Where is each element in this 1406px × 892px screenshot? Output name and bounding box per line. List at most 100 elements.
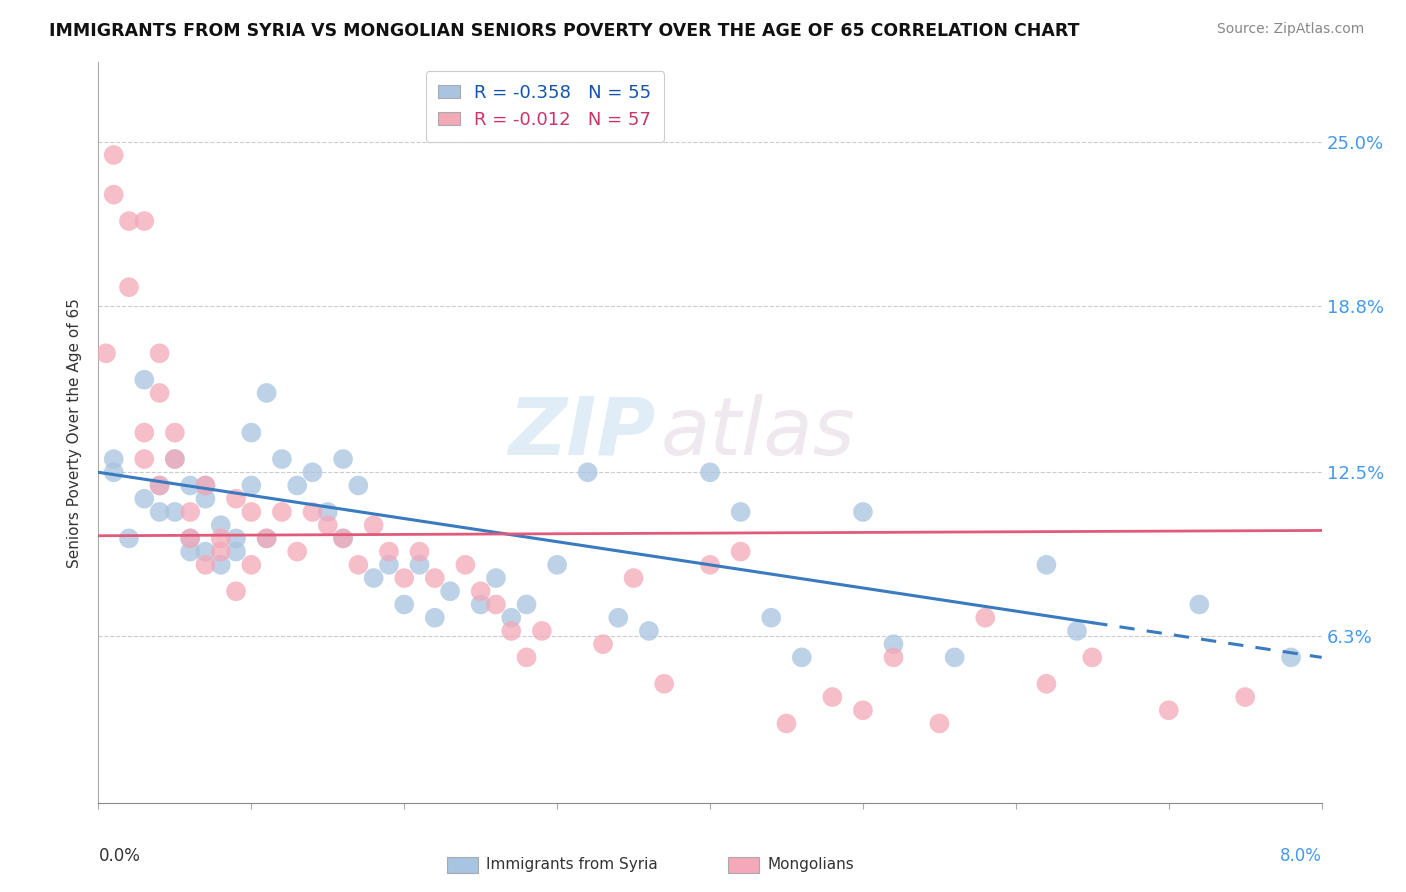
Point [163, 452, 186, 467]
Point [1066, 624, 1088, 638]
Point [103, 148, 125, 162]
Point [363, 571, 385, 585]
Legend: R = -0.358   N = 55, R = -0.012   N = 57: R = -0.358 N = 55, R = -0.012 N = 57 [426, 71, 664, 142]
Point [149, 346, 172, 360]
Text: 0.0%: 0.0% [98, 847, 141, 865]
Point [775, 716, 797, 731]
Point [652, 677, 675, 691]
Point [194, 478, 217, 492]
Point [470, 584, 492, 599]
Point [179, 532, 201, 546]
Point [118, 280, 141, 294]
Point [423, 610, 446, 624]
Point [392, 598, 416, 612]
Text: ZIP: ZIP [508, 393, 655, 472]
Point [149, 478, 172, 492]
Point [163, 425, 186, 440]
Point [592, 637, 614, 651]
Point [240, 505, 263, 519]
Point [485, 598, 508, 612]
Point [149, 386, 172, 401]
Point [378, 544, 401, 558]
Point [974, 610, 997, 624]
Point [759, 610, 782, 624]
Point [1035, 558, 1057, 572]
Point [316, 518, 339, 533]
Point [730, 544, 752, 558]
Point [347, 478, 370, 492]
Point [316, 505, 339, 519]
Point [883, 650, 905, 665]
Point [730, 505, 752, 519]
Text: atlas: atlas [661, 393, 856, 472]
Point [408, 544, 430, 558]
Bar [728, 857, 759, 873]
Point [256, 386, 278, 401]
Point [134, 214, 156, 228]
Point [699, 465, 721, 479]
Point [270, 505, 294, 519]
Point [392, 571, 416, 585]
Point [576, 465, 599, 479]
Point [1157, 703, 1180, 717]
Point [501, 610, 523, 624]
Point [301, 505, 323, 519]
Point [179, 544, 201, 558]
Point [301, 465, 323, 479]
Point [943, 650, 966, 665]
Point [699, 558, 721, 572]
Point [209, 544, 232, 558]
Point [225, 584, 247, 599]
Point [103, 187, 125, 202]
Text: 8.0%: 8.0% [1279, 847, 1322, 865]
Point [852, 703, 875, 717]
Point [209, 518, 232, 533]
Point [225, 544, 247, 558]
Y-axis label: Seniors Poverty Over the Age of 65: Seniors Poverty Over the Age of 65 [67, 298, 83, 567]
Point [194, 491, 217, 506]
Bar [447, 857, 478, 873]
Point [501, 624, 523, 638]
Point [821, 690, 844, 704]
Point [516, 598, 538, 612]
Point [194, 544, 217, 558]
Point [423, 571, 446, 585]
Text: IMMIGRANTS FROM SYRIA VS MONGOLIAN SENIORS POVERTY OVER THE AGE OF 65 CORRELATIO: IMMIGRANTS FROM SYRIA VS MONGOLIAN SENIO… [49, 22, 1080, 40]
Point [332, 532, 354, 546]
Point [225, 532, 247, 546]
Point [240, 558, 263, 572]
Point [790, 650, 813, 665]
Point [883, 637, 905, 651]
Point [149, 505, 172, 519]
Point [332, 452, 354, 467]
Point [607, 610, 630, 624]
Point [134, 452, 156, 467]
Point [332, 532, 354, 546]
Point [546, 558, 568, 572]
Point [637, 624, 661, 638]
Point [149, 478, 172, 492]
Point [240, 425, 263, 440]
Point [285, 544, 308, 558]
Point [285, 478, 308, 492]
Point [470, 598, 492, 612]
Text: Source: ZipAtlas.com: Source: ZipAtlas.com [1216, 22, 1364, 37]
Point [118, 532, 141, 546]
Point [179, 505, 201, 519]
Point [103, 452, 125, 467]
Point [103, 465, 125, 479]
Point [530, 624, 553, 638]
Point [240, 478, 263, 492]
Point [1035, 677, 1057, 691]
Point [209, 558, 232, 572]
Point [516, 650, 538, 665]
Text: Immigrants from Syria: Immigrants from Syria [486, 856, 658, 871]
Point [928, 716, 950, 731]
Point [118, 214, 141, 228]
Point [1188, 598, 1211, 612]
Point [134, 425, 156, 440]
Point [134, 491, 156, 506]
Point [94, 346, 117, 360]
Point [1279, 650, 1302, 665]
Point [256, 532, 278, 546]
